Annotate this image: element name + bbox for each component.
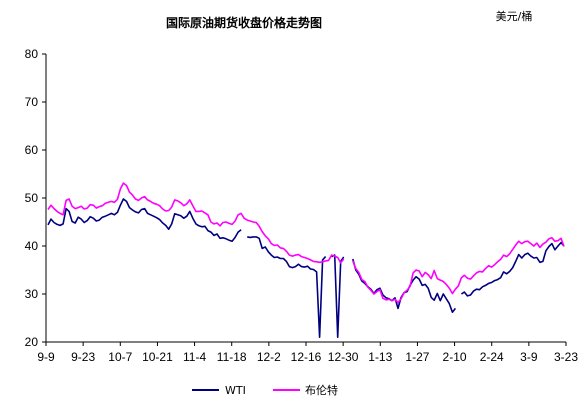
x-tick-label: 12-16 — [291, 350, 322, 364]
chart-title: 国际原油期货收盘价格走势图 — [166, 15, 322, 30]
y-tick-label: 70 — [25, 95, 39, 109]
series-line-brent — [47, 182, 565, 304]
x-tick-label: 3-9 — [520, 350, 538, 364]
x-tick-label: 12-30 — [328, 350, 359, 364]
x-tick-label: 11-18 — [217, 350, 247, 364]
x-tick-label: 1-13 — [368, 350, 392, 364]
x-tick-label: 10-21 — [142, 350, 173, 364]
x-tick-label: 3-23 — [554, 350, 578, 364]
legend-label-brent: 布伦特 — [305, 383, 338, 397]
y-tick-label: 50 — [25, 191, 39, 205]
y-tick-label: 30 — [25, 287, 39, 301]
series-lines — [47, 182, 565, 338]
y-tick-label: 20 — [25, 335, 39, 349]
x-tick-label: 11-4 — [183, 350, 206, 364]
x-tick-label: 1-27 — [405, 350, 429, 364]
x-tick-label: 2-24 — [480, 350, 504, 364]
x-tick-label: 9-23 — [71, 350, 95, 364]
y-tick-label: 60 — [25, 143, 39, 157]
x-tick-label: 2-10 — [443, 350, 467, 364]
y-tick-label: 40 — [25, 239, 39, 253]
y-tick-label: 80 — [25, 47, 39, 61]
unit-label: 美元/桶 — [496, 9, 533, 23]
legend-label-wti: WTI — [225, 384, 246, 397]
series-line-wti — [47, 198, 565, 338]
x-tick-label: 12-2 — [257, 350, 281, 364]
x-tick-label: 10-7 — [108, 350, 132, 364]
legend: WTI 布伦特 — [192, 383, 338, 397]
axes: 20 30 40 50 60 70 80 9-9 9-23 10-7 10-21 11-4 11-18 1… — [25, 47, 579, 364]
x-tick-label: 9-9 — [37, 350, 55, 364]
